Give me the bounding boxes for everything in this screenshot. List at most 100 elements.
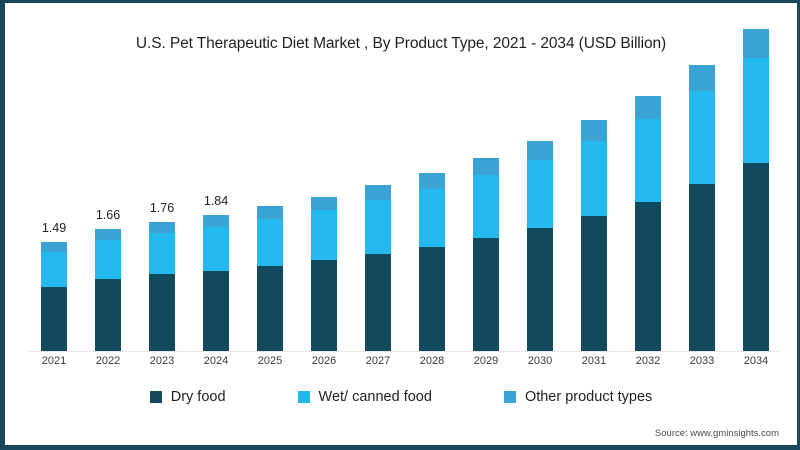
bar-segment-wet-canned-food[interactable] [203,227,229,271]
bar-group[interactable] [689,65,715,352]
bar-segment-wet-canned-food[interactable] [689,91,715,184]
x-axis-tick-label: 2022 [95,355,121,367]
bar-segment-dry-food[interactable] [95,279,121,352]
bar-stack[interactable] [257,206,283,352]
x-axis-tick-label: 2034 [743,355,769,367]
bar-stack[interactable] [527,141,553,352]
bar-segment-dry-food[interactable] [365,254,391,352]
bar-stack[interactable] [41,242,67,352]
bar-segment-wet-canned-food[interactable] [473,175,499,238]
bar-segment-wet-canned-food[interactable] [149,233,175,274]
bar-segment-dry-food[interactable] [527,228,553,352]
bar-segment-dry-food[interactable] [635,202,661,352]
bar-segment-wet-canned-food[interactable] [743,58,769,163]
bar-group[interactable] [419,173,445,352]
chart-legend: Dry food Wet/ canned food Other product ty… [5,389,797,405]
bar-segment-dry-food[interactable] [419,247,445,352]
bar-group[interactable] [581,120,607,352]
bar-segment-wet-canned-food[interactable] [41,252,67,287]
bar-segment-other-product-types[interactable] [41,242,67,252]
bar-stack[interactable] [581,120,607,352]
bar-stack[interactable] [365,185,391,352]
legend-item[interactable]: Dry food [149,389,226,405]
x-axis-tick-label: 2032 [635,355,661,367]
legend-swatch-wet-canned-food [297,391,310,403]
plot-area: 1.49 1.66 1.76 1.84 [29,29,781,352]
bar-stack[interactable] [743,29,769,352]
bar-stack[interactable] [689,65,715,352]
bar-segment-other-product-types[interactable] [635,96,661,119]
bar-group[interactable] [365,185,391,352]
bar-group[interactable]: 1.76 [149,201,175,352]
bar-stack[interactable] [149,222,175,352]
bar-segment-other-product-types[interactable] [365,185,391,200]
bar-segment-wet-canned-food[interactable] [95,240,121,279]
bar-segment-other-product-types[interactable] [149,222,175,233]
legend-item[interactable]: Wet/ canned food [297,389,432,405]
bar-segment-dry-food[interactable] [257,266,283,352]
x-axis-tick-label: 2025 [257,355,283,367]
bar-segment-dry-food[interactable] [203,271,229,352]
bar-segment-other-product-types[interactable] [257,206,283,219]
bar-group[interactable] [635,96,661,352]
x-axis-tick-label: 2023 [149,355,175,367]
bar-stack[interactable] [311,197,337,352]
x-axis-tick-label: 2024 [203,355,229,367]
bar-segment-dry-food[interactable] [581,216,607,352]
bar-value-label: 1.84 [203,194,229,208]
bar-segment-other-product-types[interactable] [203,215,229,227]
x-axis: 2021 2022 2023 2024 2025 2026 2027 2028 2029 2030… [29,355,781,373]
bar-segment-other-product-types[interactable] [95,229,121,240]
bar-stack[interactable] [203,215,229,352]
bar-group[interactable]: 1.84 [203,194,229,352]
bar-stack[interactable] [473,158,499,352]
bar-segment-dry-food[interactable] [311,260,337,352]
axis-baseline [29,351,781,352]
bar-group[interactable]: 1.66 [95,208,121,352]
bar-stack[interactable] [635,96,661,352]
bar-segment-wet-canned-food[interactable] [419,189,445,247]
x-axis-tick-label: 2027 [365,355,391,367]
bar-segment-other-product-types[interactable] [311,197,337,210]
x-axis-tick-label: 2029 [473,355,499,367]
bar-segment-dry-food[interactable] [689,184,715,352]
legend-swatch-dry-food [149,391,162,403]
bar-segment-other-product-types[interactable] [581,120,607,141]
x-axis-tick-label: 2033 [689,355,715,367]
x-axis-tick-label: 2031 [581,355,607,367]
x-axis-tick-label: 2026 [311,355,337,367]
bar-group[interactable] [473,158,499,352]
bar-group[interactable] [743,29,769,352]
bar-segment-dry-food[interactable] [41,287,67,352]
source-attribution: Source: www.gminsights.com [654,428,779,439]
x-axis-tick-label: 2021 [41,355,67,367]
legend-item[interactable]: Other product types [503,389,653,405]
bar-group[interactable] [257,206,283,352]
bar-segment-other-product-types[interactable] [689,65,715,91]
x-axis-tick-label: 2030 [527,355,553,367]
bar-segment-wet-canned-food[interactable] [581,141,607,216]
legend-item-label: Other product types [524,389,653,405]
legend-swatch-other-product-types [503,391,516,403]
bar-segment-other-product-types[interactable] [743,29,769,58]
bar-segment-wet-canned-food[interactable] [527,160,553,228]
bar-segment-dry-food[interactable] [743,163,769,352]
bar-value-label: 1.66 [95,208,121,222]
bar-segment-other-product-types[interactable] [419,173,445,189]
bar-segment-dry-food[interactable] [473,238,499,352]
bar-stack[interactable] [419,173,445,352]
bar-segment-wet-canned-food[interactable] [257,219,283,266]
bar-segment-other-product-types[interactable] [527,141,553,160]
bar-segment-wet-canned-food[interactable] [365,200,391,254]
bar-segment-wet-canned-food[interactable] [635,119,661,202]
bar-stack[interactable] [95,229,121,352]
bar-group[interactable]: 1.49 [41,221,67,352]
bar-group[interactable] [311,197,337,352]
bar-segment-dry-food[interactable] [149,274,175,352]
chart-title: U.S. Pet Therapeutic Diet Market , By Pr… [135,35,667,52]
bar-segment-other-product-types[interactable] [473,158,499,175]
x-axis-tick-label: 2028 [419,355,445,367]
bar-segment-wet-canned-food[interactable] [311,210,337,260]
bar-group[interactable] [527,141,553,352]
